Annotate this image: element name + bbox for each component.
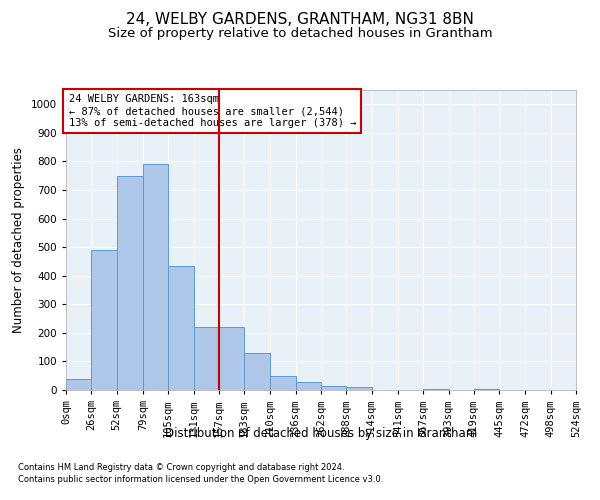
Text: 24, WELBY GARDENS, GRANTHAM, NG31 8BN: 24, WELBY GARDENS, GRANTHAM, NG31 8BN [126, 12, 474, 28]
Bar [271, 376, 296, 390]
Bar [423, 388, 449, 390]
Bar [296, 382, 321, 390]
Text: Contains HM Land Registry data © Crown copyright and database right 2024.: Contains HM Land Registry data © Crown c… [18, 464, 344, 472]
Text: Size of property relative to detached houses in Grantham: Size of property relative to detached ho… [107, 28, 493, 40]
Bar [66, 378, 91, 390]
Bar [116, 176, 143, 390]
Text: Distribution of detached houses by size in Grantham: Distribution of detached houses by size … [165, 428, 477, 440]
Bar [219, 327, 244, 390]
Bar [321, 386, 346, 390]
Bar [143, 164, 168, 390]
Bar [91, 250, 116, 390]
Bar [346, 387, 371, 390]
Text: 24 WELBY GARDENS: 163sqm
← 87% of detached houses are smaller (2,544)
13% of sem: 24 WELBY GARDENS: 163sqm ← 87% of detach… [68, 94, 356, 128]
Y-axis label: Number of detached properties: Number of detached properties [12, 147, 25, 333]
Bar [244, 353, 271, 390]
Bar [193, 327, 219, 390]
Text: Contains public sector information licensed under the Open Government Licence v3: Contains public sector information licen… [18, 475, 383, 484]
Bar [474, 388, 499, 390]
Bar [168, 266, 194, 390]
